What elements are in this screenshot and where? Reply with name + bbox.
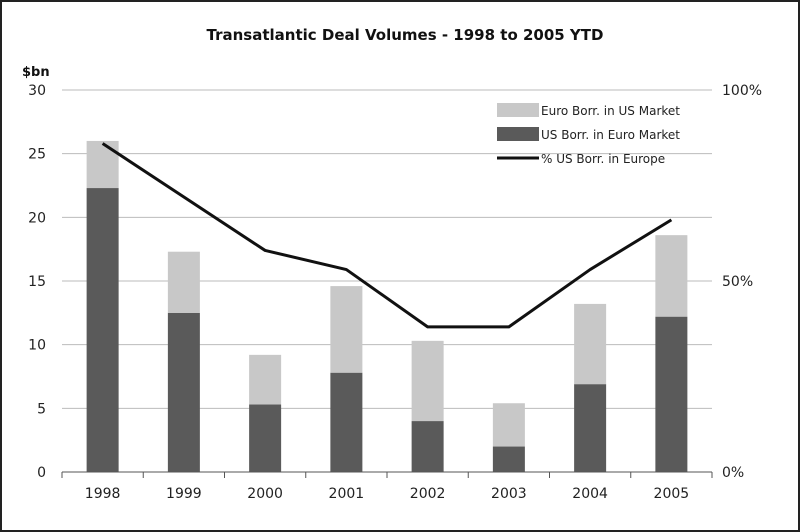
legend-swatch-light xyxy=(497,103,539,117)
bar-2005-us-borr-euro xyxy=(655,316,688,472)
bar-2000-euro-borr-us xyxy=(249,354,282,405)
bar-2004-euro-borr-us xyxy=(574,303,607,385)
legend: Euro Borr. in US Market US Borr. in Euro … xyxy=(497,103,680,166)
bar-1999-us-borr-euro xyxy=(167,312,200,472)
y-tick-label: 5 xyxy=(37,401,46,417)
bar-1998-euro-borr-us xyxy=(86,140,119,189)
line-series xyxy=(101,142,673,329)
y2-tick-label: 0% xyxy=(722,465,744,481)
chart-title: Transatlantic Deal Volumes - 1998 to 200… xyxy=(207,26,604,44)
legend-label: Euro Borr. in US Market xyxy=(541,104,680,118)
bar-1999-euro-borr-us xyxy=(167,251,200,313)
bar-2004-us-borr-euro xyxy=(574,384,607,472)
y-tick-label: 20 xyxy=(28,210,46,226)
gridlines xyxy=(62,89,712,473)
x-tick-label: 2005 xyxy=(654,486,690,502)
legend-label: % US Borr. in Europe xyxy=(541,152,665,166)
y-tick-label: 0 xyxy=(37,465,46,481)
x-tick-label: 1999 xyxy=(166,486,202,502)
bar-2002-euro-borr-us xyxy=(411,340,444,422)
y2-tick-label: 100% xyxy=(722,83,762,99)
axes xyxy=(61,471,713,478)
legend-label: US Borr. in Euro Market xyxy=(541,128,680,142)
bars xyxy=(86,140,688,472)
x-tick-label: 1998 xyxy=(85,486,121,502)
bar-2005-euro-borr-us xyxy=(655,235,688,317)
y2-tick-labels: 0% 50% 100% xyxy=(722,83,762,481)
x-tick-label: 2003 xyxy=(491,486,527,502)
y-tick-label: 30 xyxy=(28,83,46,99)
y-tick-label: 15 xyxy=(28,274,46,290)
bar-1998-us-borr-euro xyxy=(86,188,119,472)
x-tick-label: 2001 xyxy=(329,486,365,502)
pct-us-borr-europe-line xyxy=(101,142,673,329)
bar-2002-us-borr-euro xyxy=(411,421,444,472)
x-tick-label: 2002 xyxy=(410,486,446,502)
y2-tick-label: 50% xyxy=(722,274,753,290)
x-tick-labels: 1998 1999 2000 2001 2002 2003 2004 2005 xyxy=(85,486,689,502)
y-tick-label: 25 xyxy=(28,147,46,163)
bar-2003-euro-borr-us xyxy=(492,403,525,447)
y-tick-label: 10 xyxy=(28,338,46,354)
y-axis-unit: $bn xyxy=(22,65,50,80)
x-tick-label: 2000 xyxy=(247,486,283,502)
x-tick-label: 2004 xyxy=(572,486,608,502)
bar-2003-us-borr-euro xyxy=(492,446,525,472)
bar-2001-euro-borr-us xyxy=(330,286,363,373)
bar-2000-us-borr-euro xyxy=(249,404,282,472)
bar-2001-us-borr-euro xyxy=(330,372,363,472)
legend-swatch-dark xyxy=(497,127,539,141)
y-tick-labels: 0 5 10 15 20 25 30 xyxy=(28,83,46,481)
